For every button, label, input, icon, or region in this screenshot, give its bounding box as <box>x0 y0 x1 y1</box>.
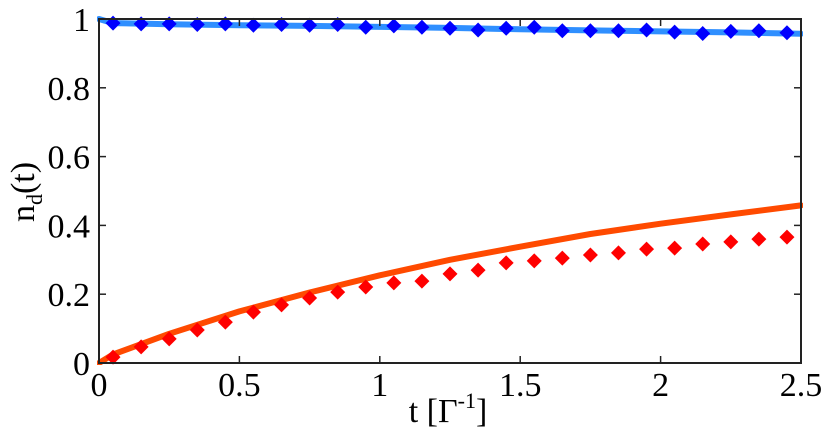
y-tick-label: 0 <box>73 346 90 383</box>
diamond-marker <box>554 23 570 39</box>
diamond-marker <box>442 266 458 282</box>
diamond-marker <box>779 25 795 41</box>
series-layer <box>97 15 803 365</box>
diamond-marker <box>189 17 205 33</box>
diamond-marker <box>751 23 767 39</box>
series-line-2 <box>97 202 803 365</box>
diamond-marker <box>526 19 542 35</box>
diamond-marker <box>723 234 739 250</box>
diamond-marker <box>330 17 346 33</box>
diamond-marker <box>498 255 514 271</box>
y-tick-label: 0.6 <box>48 140 91 177</box>
diamond-marker <box>470 22 486 38</box>
diamond-marker <box>779 229 795 245</box>
x-tick-label: 2 <box>652 367 669 404</box>
diamond-marker <box>217 314 233 330</box>
diamond-marker <box>302 290 318 306</box>
diamond-marker <box>302 17 318 33</box>
diamond-marker <box>330 284 346 300</box>
diamond-marker <box>245 304 261 320</box>
diamond-marker <box>639 22 655 38</box>
x-tick-label: 2.5 <box>780 367 823 404</box>
diamond-marker <box>582 23 598 39</box>
diamond-marker <box>554 250 570 266</box>
diamond-marker <box>695 25 711 41</box>
diamond-marker <box>610 245 626 261</box>
x-tick-label: 0 <box>91 367 108 404</box>
plot-frame <box>98 18 802 364</box>
diamond-marker <box>723 23 739 39</box>
diamond-marker <box>133 16 149 32</box>
diamond-marker <box>526 253 542 269</box>
diamond-marker <box>667 240 683 256</box>
axes-layer <box>98 18 802 364</box>
x-axis-label: t [Γ-1] <box>409 388 488 430</box>
y-axis-label: nd(t) <box>5 162 47 222</box>
diamond-marker <box>695 236 711 252</box>
diamond-marker <box>274 17 290 33</box>
diamond-marker <box>386 18 402 34</box>
diamond-marker <box>610 23 626 39</box>
diamond-marker <box>161 331 177 347</box>
x-tick-labels: 0 0.5 1 1.5 2 2.5 <box>91 367 823 404</box>
diamond-marker <box>386 275 402 291</box>
diamond-marker <box>498 20 514 36</box>
x-tick-label: 1 <box>371 367 388 404</box>
x-tick-label: 0.5 <box>218 367 261 404</box>
diamond-marker <box>358 279 374 295</box>
diamond-marker <box>751 231 767 247</box>
diamond-marker <box>442 20 458 36</box>
y-tick-label: 1 <box>73 2 90 39</box>
diamond-marker <box>358 19 374 35</box>
diamond-marker <box>245 17 261 33</box>
diamond-marker <box>161 16 177 32</box>
diamond-marker <box>217 16 233 32</box>
diamond-marker <box>582 247 598 263</box>
x-tick-label: 1.5 <box>499 367 542 404</box>
y-tick-label: 0.2 <box>48 277 91 314</box>
diamond-marker <box>414 19 430 35</box>
diamond-marker <box>414 273 430 289</box>
y-tick-label: 0.4 <box>48 208 91 245</box>
diamond-marker <box>105 349 121 365</box>
plot-background <box>99 19 801 363</box>
y-tick-labels: 0 0.2 0.4 0.6 0.8 1 <box>48 2 91 383</box>
diamond-marker <box>133 339 149 355</box>
diamond-marker <box>189 322 205 338</box>
plot-area <box>99 19 801 363</box>
diamond-marker <box>639 241 655 257</box>
diamond-marker <box>667 24 683 40</box>
diamond-marker <box>470 262 486 278</box>
diamond-marker <box>274 297 290 313</box>
y-tick-label: 0.8 <box>48 71 91 108</box>
